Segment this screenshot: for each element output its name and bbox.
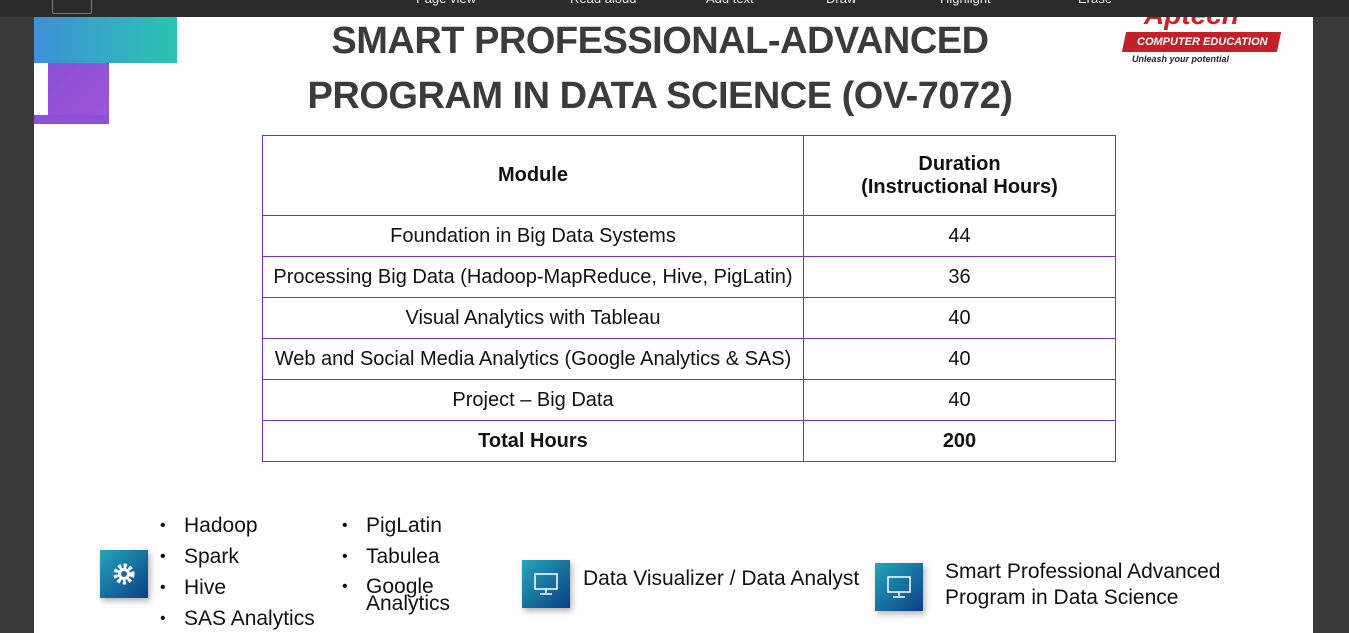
hours-cell: 40	[803, 338, 1116, 380]
header-text: (Instructional Hours)	[861, 175, 1058, 198]
tool-item: Tabulea	[342, 541, 466, 572]
page-number-box[interactable]	[52, 0, 92, 14]
monitor-glyph	[887, 576, 911, 598]
toolbar: Page view Read aloud Add text Draw Highl…	[0, 0, 1349, 17]
toolbar-item[interactable]: Page view	[416, 0, 476, 6]
module-cell: Processing Big Data (Hadoop-MapReduce, H…	[262, 256, 804, 298]
header-cell: Duration (Instructional Hours)	[803, 135, 1116, 216]
document-page: Aptech COMPUTER EDUCATION Unleash your p…	[34, 17, 1313, 633]
program-line: Smart Professional Advanced	[945, 560, 1221, 583]
total-row: Total Hours 200	[262, 420, 1116, 462]
toolbar-item[interactable]: Highlight	[940, 0, 991, 6]
module-cell: Visual Analytics with Tableau	[262, 297, 804, 339]
toolbar-item[interactable]: Add text	[706, 0, 754, 6]
row: Web and Social Media Analytics (Google A…	[262, 338, 1116, 380]
toolbar-item[interactable]: Read aloud	[570, 0, 637, 6]
header-row: Module Duration (Instructional Hours)	[262, 135, 1116, 216]
logo-tagline: COMPUTER EDUCATION	[1137, 36, 1268, 48]
hours-cell: 40	[803, 297, 1116, 339]
logo-brand: Aptech	[1144, 17, 1239, 31]
decoration	[34, 63, 48, 115]
module-cell: Project – Big Data	[262, 379, 804, 421]
logo: Aptech COMPUTER EDUCATION Unleash your p…	[1121, 17, 1284, 67]
title-line: PROGRAM IN DATA SCIENCE (OV-7072)	[307, 75, 1013, 117]
total-label: Total Hours	[262, 420, 804, 462]
tool-item: Hadoop	[160, 510, 315, 541]
hours-cell: 36	[803, 256, 1116, 298]
module-cell: Web and Social Media Analytics (Google A…	[262, 338, 804, 380]
row: Project – Big Data 40	[262, 379, 1116, 421]
total-value: 200	[803, 420, 1116, 462]
hours-cell: 44	[803, 215, 1116, 257]
decoration	[34, 17, 177, 63]
toolbar-item[interactable]: Draw	[826, 0, 856, 6]
tool-list: PigLatin Tabulea Google Analytics	[342, 510, 466, 614]
monitor-glyph	[534, 573, 558, 595]
module-table: Module Duration (Instructional Hours) Fou…	[262, 135, 1116, 462]
logo-slogan: Unleash your potential	[1132, 54, 1230, 64]
tool-item: Spark	[160, 541, 315, 572]
module-cell: Foundation in Big Data Systems	[262, 215, 804, 257]
decoration	[34, 115, 109, 124]
tool-item: Hive	[160, 572, 315, 603]
tool-item: Google Analytics	[342, 572, 466, 614]
monitor-icon	[522, 560, 570, 608]
gear-icon	[100, 550, 148, 598]
title-line: SMART PROFESSIONAL-ADVANCED	[331, 20, 989, 62]
tool-list: Hadoop Spark Hive SAS Analytics	[160, 510, 315, 633]
header-text: Duration	[918, 152, 1001, 175]
program-text: Smart Professional Advanced Program in Da…	[945, 559, 1220, 611]
hours-cell: 40	[803, 379, 1116, 421]
row: Visual Analytics with Tableau 40	[262, 297, 1116, 339]
tool-item: SAS Analytics	[160, 603, 315, 633]
monitor-icon	[875, 563, 923, 611]
gear-glyph	[113, 563, 135, 585]
program-line: Program in Data Science	[945, 586, 1179, 609]
tool-item: PigLatin	[342, 510, 466, 541]
header-cell: Module	[262, 135, 804, 216]
toolbar-item[interactable]: Erase	[1078, 0, 1112, 6]
decoration	[48, 63, 109, 124]
row: Processing Big Data (Hadoop-MapReduce, H…	[262, 256, 1116, 298]
role-text: Data Visualizer / Data Analyst	[583, 567, 860, 590]
row: Foundation in Big Data Systems 44	[262, 215, 1116, 257]
